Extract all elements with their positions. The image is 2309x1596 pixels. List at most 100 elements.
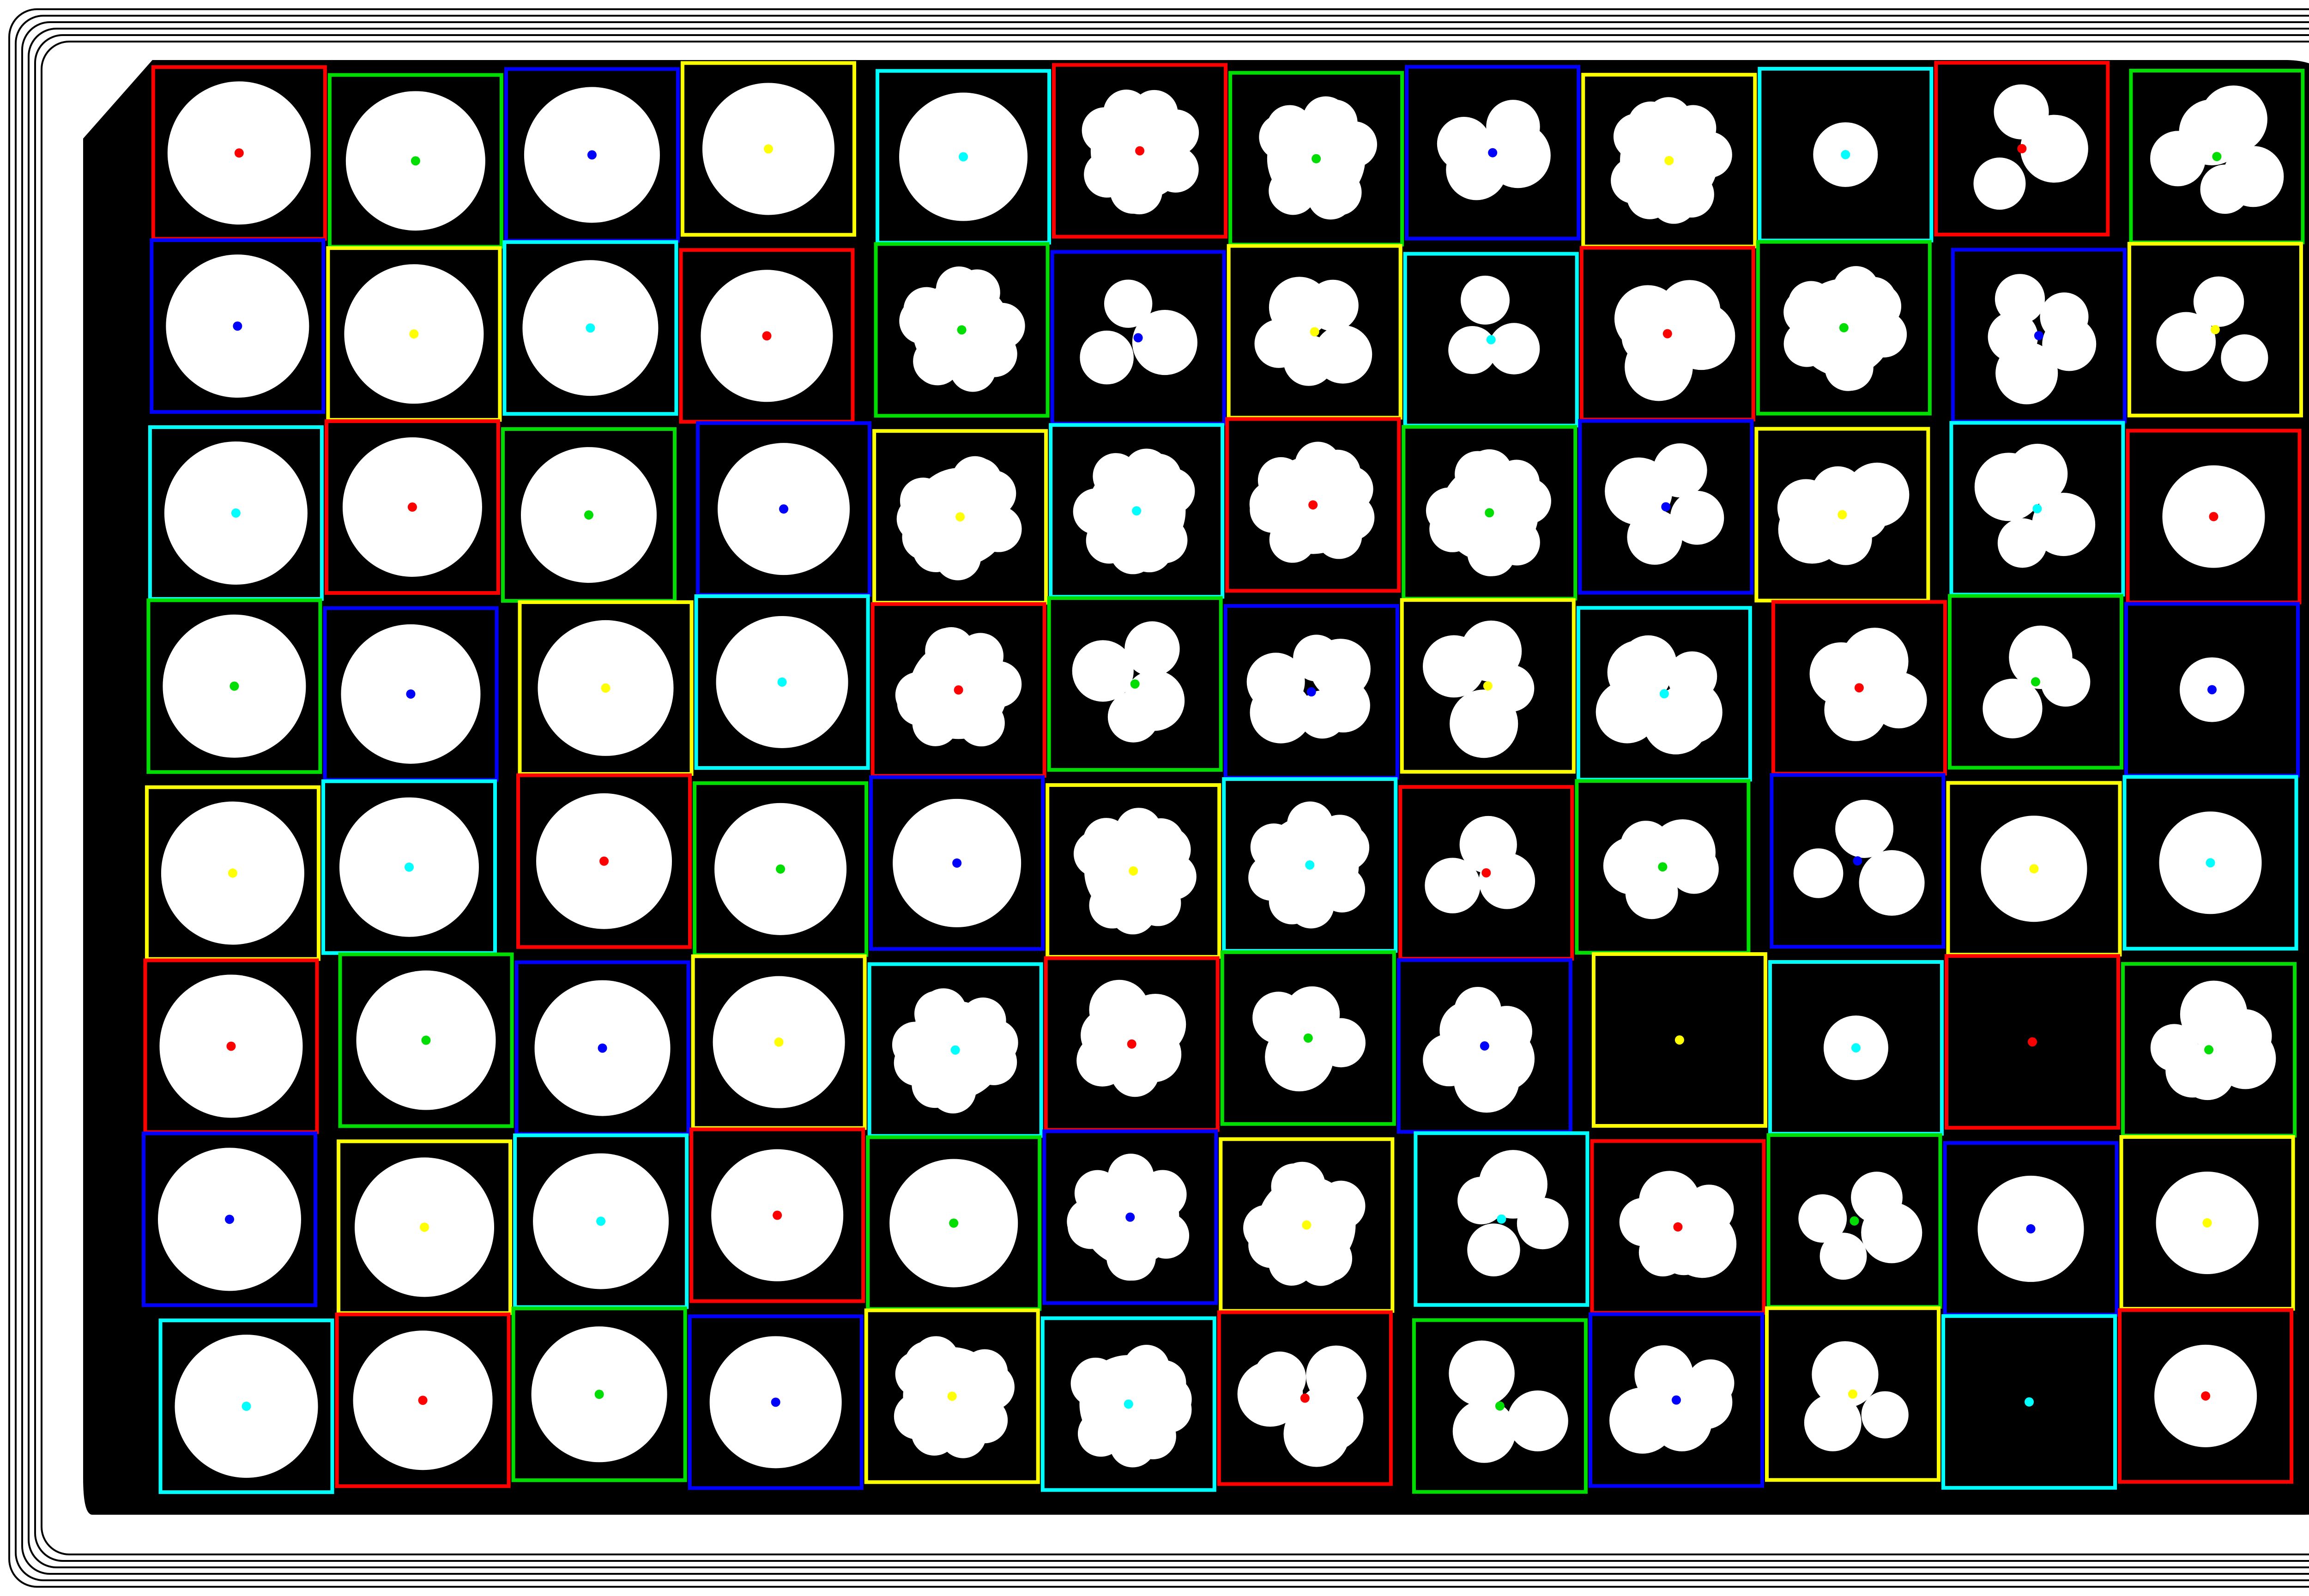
colony-lobe: [897, 679, 943, 726]
colony-lobe: [1995, 274, 2045, 324]
colony-lobe: [1609, 1387, 1676, 1454]
colony-lobe: [1145, 1376, 1192, 1423]
centroid-dot: [599, 856, 609, 866]
colony-lobe: [1104, 279, 1153, 328]
centroid-dot: [1135, 146, 1145, 156]
colony-lobe: [1109, 1234, 1156, 1281]
centroid-dot: [952, 858, 962, 868]
centroid-dot: [1130, 679, 1140, 689]
colony-lobe: [2007, 443, 2068, 504]
detection-box: [1947, 594, 2123, 770]
centroid-dot: [2034, 331, 2043, 340]
detection-box: [335, 1312, 511, 1488]
frame-line: [21, 21, 2309, 1575]
centroid-dot: [1662, 329, 1672, 339]
centroid-dot: [2031, 677, 2040, 687]
colony-lobe: [1653, 443, 1707, 498]
colony-lobe: [954, 269, 1000, 316]
colony-lobe: [1450, 689, 1518, 758]
colony-lobe: [1793, 848, 1844, 898]
colony-lobe: [1080, 330, 1134, 385]
centroid-dot: [1129, 866, 1138, 876]
colony-lobe: [1084, 151, 1130, 198]
colony-lobe: [1486, 100, 1540, 154]
colony-lobe: [914, 339, 961, 386]
centroid-dot: [1485, 508, 1494, 518]
colony-lobe: [1279, 1161, 1325, 1208]
colony-lobe: [1448, 326, 1497, 374]
colony-lobe: [1449, 1340, 1515, 1407]
colony-lobe: [1437, 116, 1491, 171]
colony-lobe: [1316, 513, 1362, 559]
colony-lobe: [1667, 651, 1717, 701]
colony-lobe: [1152, 146, 1199, 193]
colony-lobe: [920, 988, 967, 1035]
detection-box: [516, 773, 692, 949]
colony-lobe: [1973, 157, 2026, 210]
detection-box: [150, 238, 326, 414]
colony-lobe: [1819, 1233, 1867, 1280]
colony-lobe: [1072, 640, 1134, 702]
colony-lobe: [972, 1019, 1018, 1066]
colony-lobe: [1153, 109, 1199, 156]
detection-box: [1414, 1131, 1590, 1307]
colony-lobe: [1089, 882, 1136, 929]
colony-lobe: [1246, 653, 1305, 711]
centroid-dot: [954, 685, 963, 695]
detection-box: [680, 61, 856, 237]
frame-line: [28, 28, 2309, 1568]
centroid-dot: [242, 1402, 251, 1411]
centroid-dot: [957, 325, 967, 335]
colony-lobe: [1307, 279, 1359, 332]
colony-lobe: [2200, 85, 2267, 153]
centroid-dot: [779, 504, 789, 514]
centroid-dot: [777, 677, 787, 687]
colony-lobe: [1148, 468, 1195, 514]
colony-lobe: [1825, 345, 1871, 391]
colony-lobe: [1452, 1400, 1516, 1463]
centroid-dot: [587, 150, 597, 160]
detection-box: [2122, 775, 2298, 951]
centroid-dot: [2032, 504, 2042, 514]
colony-lobe: [1650, 819, 1716, 886]
centroid-dot: [2028, 1037, 2037, 1047]
centroid-dot: [598, 1043, 607, 1053]
colony-lobe: [1804, 1394, 1862, 1451]
centroid-dot: [1308, 500, 1318, 510]
detection-box: [689, 1127, 865, 1303]
detection-box: [1405, 65, 1581, 241]
centroid-dot: [1305, 860, 1315, 870]
detection-box: [1225, 417, 1401, 593]
centroid-dot: [1486, 335, 1496, 345]
detection-box: [1040, 1316, 1216, 1492]
centroid-dot: [1673, 1222, 1683, 1232]
colony-lobe: [958, 700, 1005, 746]
centroid-dot: [959, 152, 968, 162]
colony-lobe: [1124, 621, 1180, 677]
centroid-dot: [771, 1397, 780, 1407]
colony-lobe: [2040, 292, 2089, 341]
colony-lobe: [1611, 157, 1657, 204]
centroid-dot: [2201, 1391, 2211, 1401]
centroid-dot: [1480, 1041, 1489, 1051]
detection-box: [2118, 1308, 2294, 1484]
detection-box: [1941, 1314, 2117, 1490]
centroid-dot: [411, 156, 420, 166]
centroid-dot: [1850, 1216, 1859, 1226]
centroid-dot: [1310, 327, 1319, 337]
colony-lobe: [949, 345, 996, 392]
centroid-dot: [420, 1222, 429, 1232]
centroid-dot: [762, 331, 772, 341]
colony-lobe: [2032, 493, 2096, 556]
colony-lobe: [2156, 312, 2216, 372]
colony-lobe: [1307, 173, 1354, 220]
colony-lobe: [2009, 625, 2073, 689]
colony-lobe: [1983, 678, 2043, 738]
colony-lobe: [2193, 276, 2244, 327]
colony-lobe: [1855, 283, 1902, 330]
centroid-dot: [228, 868, 237, 878]
colony-lobe: [1243, 1205, 1290, 1251]
centroid-dot: [404, 862, 414, 872]
centroid-dot: [596, 1216, 606, 1226]
